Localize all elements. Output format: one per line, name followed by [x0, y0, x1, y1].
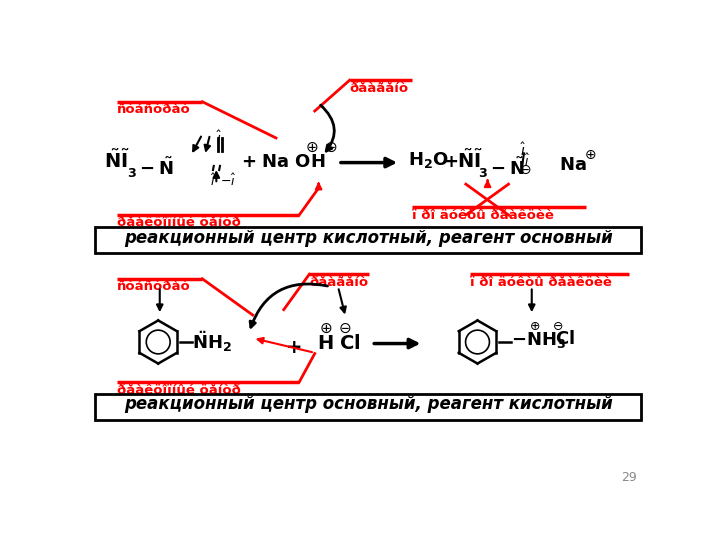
Text: $\ominus$: $\ominus$ — [519, 164, 532, 177]
Text: ðåàêöîïíûé öåíòð: ðåàêöîïíûé öåíòð — [117, 383, 241, 396]
Text: $\oplus$: $\oplus$ — [528, 320, 540, 333]
Text: $\mathbf{H\ Cl}$: $\mathbf{H\ Cl}$ — [317, 334, 361, 353]
Text: ðåàãåíò: ðåàãåíò — [310, 276, 369, 289]
Text: $\mathbf{-NH_3}$: $\mathbf{-NH_3}$ — [510, 330, 566, 350]
Text: $\mathbf{+}$: $\mathbf{+}$ — [443, 153, 458, 171]
Text: $\mathbf{\tilde{N}\tilde{I}}$: $\mathbf{\tilde{N}\tilde{I}}$ — [456, 150, 482, 172]
Text: $\mathbf{Cl}$: $\mathbf{Cl}$ — [555, 330, 575, 348]
Text: ñóáñòðàò: ñóáñòðàò — [117, 280, 191, 293]
Text: $\oplus$: $\oplus$ — [585, 148, 597, 162]
Text: $\mathbf{+}$: $\mathbf{+}$ — [285, 338, 302, 357]
Text: реакционный центр основный, реагент кислотный: реакционный центр основный, реагент кисл… — [125, 395, 613, 413]
Text: $\ominus$: $\ominus$ — [552, 320, 563, 333]
Text: $\hat{\imath}$: $\hat{\imath}$ — [216, 130, 222, 147]
Text: $\mathbf{\ddot{N}H_2}$: $\mathbf{\ddot{N}H_2}$ — [192, 330, 232, 354]
Text: $\hat{\imath}$: $\hat{\imath}$ — [520, 142, 526, 159]
Text: $\mathbf{H_2O}$: $\mathbf{H_2O}$ — [408, 150, 449, 170]
Text: $-\hat{\imath}$: $-\hat{\imath}$ — [220, 173, 236, 188]
Text: ðåàãåíò: ðåàãåíò — [350, 82, 409, 94]
Text: $\hat{\imath}$: $\hat{\imath}$ — [210, 173, 216, 188]
Text: $\oplus$: $\oplus$ — [305, 139, 319, 154]
Text: ï ðî äóêòû ðåàêöèè: ï ðî äóêòû ðåàêöèè — [412, 209, 554, 222]
Text: $\mathbf{+\ Na\ OH}$: $\mathbf{+\ Na\ OH}$ — [241, 153, 325, 171]
FancyBboxPatch shape — [96, 227, 641, 253]
Text: $\mathbf{\tilde{N}\tilde{I}}$: $\mathbf{\tilde{N}\tilde{I}}$ — [104, 150, 130, 172]
Text: $\mathbf{_{3}-\tilde{N}}$: $\mathbf{_{3}-\tilde{N}}$ — [477, 156, 524, 180]
FancyBboxPatch shape — [96, 394, 641, 420]
Text: ï ðî äóêòû ðåàêöèè: ï ðî äóêòû ðåàêöèè — [469, 276, 611, 289]
Text: ðåàêöîïíûé öåíòð: ðåàêöîïíûé öåíòð — [117, 217, 241, 230]
Text: $\ominus$: $\ominus$ — [338, 321, 351, 336]
Text: $\mathbf{_{3}-\tilde{N}}$: $\mathbf{_{3}-\tilde{N}}$ — [127, 156, 174, 180]
Text: ñóáñòðàò: ñóáñòðàò — [117, 103, 191, 116]
Text: 29: 29 — [621, 471, 636, 484]
Text: $\ominus$: $\ominus$ — [324, 139, 338, 154]
Text: $\oplus$: $\oplus$ — [319, 321, 332, 336]
Text: $\hat{\imath}$: $\hat{\imath}$ — [524, 153, 530, 170]
Text: реакционный центр кислотный, реагент основный: реакционный центр кислотный, реагент осн… — [125, 229, 613, 247]
Text: $\mathbf{Na}$: $\mathbf{Na}$ — [559, 156, 587, 174]
